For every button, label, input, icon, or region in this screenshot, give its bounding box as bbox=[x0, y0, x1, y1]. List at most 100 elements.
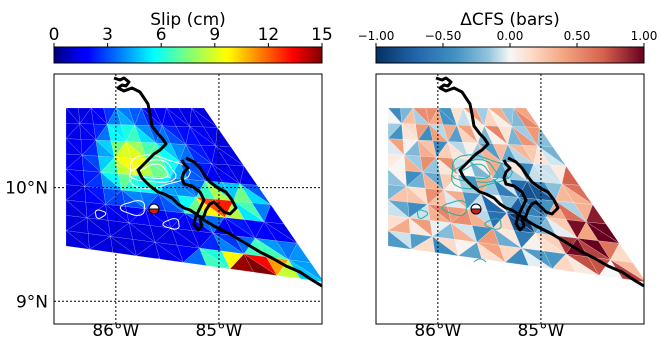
mesh-element bbox=[288, 259, 322, 281]
slip-map: 10°N 9°N 86°W 85°W bbox=[5, 73, 323, 341]
contour-line bbox=[484, 218, 502, 230]
lake-outline bbox=[180, 156, 238, 232]
colorbar-tick-label: 12 bbox=[258, 25, 280, 45]
contour-line bbox=[94, 209, 107, 219]
mesh-element bbox=[264, 221, 298, 244]
mesh-element bbox=[107, 220, 130, 237]
mesh-element bbox=[140, 142, 157, 160]
mesh-element bbox=[476, 241, 506, 263]
coastline bbox=[113, 76, 322, 288]
cfs-colorbar: ΔCFS (bars) −1.00 −0.50 0.00 0.50 1.00 bbox=[358, 10, 658, 64]
mesh-element bbox=[203, 126, 218, 147]
slip-fault-mesh bbox=[65, 107, 322, 282]
mesh-element bbox=[200, 144, 216, 165]
colorbar-tick-label: 0.00 bbox=[497, 29, 524, 43]
mesh-element bbox=[115, 107, 136, 126]
mesh-element bbox=[110, 236, 137, 257]
mesh-element bbox=[265, 256, 289, 276]
mesh-element bbox=[120, 124, 136, 143]
colorbar-tick-label: 3 bbox=[102, 25, 113, 45]
mesh-element bbox=[190, 107, 218, 128]
mesh-element bbox=[275, 240, 298, 261]
colorbar-tick-label: 6 bbox=[156, 25, 167, 45]
mesh-element bbox=[255, 238, 289, 260]
mesh-element bbox=[65, 186, 87, 203]
mesh-element bbox=[105, 203, 130, 224]
colorbar-tick-label: 0.50 bbox=[564, 29, 591, 43]
colorbar-tick-label: 0 bbox=[49, 25, 60, 45]
mesh-element bbox=[65, 169, 85, 187]
cfs-colorbar-ticks: −1.00 −0.50 0.00 0.50 1.00 bbox=[358, 29, 658, 47]
lake-outline bbox=[502, 156, 560, 232]
mesh-element bbox=[93, 123, 108, 141]
slip-gridlines bbox=[54, 74, 322, 324]
mesh-element bbox=[239, 183, 271, 205]
lon-tick-label: 85°W bbox=[195, 321, 242, 341]
mesh-element bbox=[80, 139, 97, 156]
mesh-element bbox=[165, 107, 190, 127]
mesh-element bbox=[229, 253, 254, 273]
slip-colorbar-bar bbox=[53, 46, 323, 64]
mesh-element bbox=[184, 212, 214, 234]
mesh-element bbox=[239, 183, 271, 205]
epicenter-beachball bbox=[470, 203, 482, 215]
slip-colorbar-ticks: 0 3 6 9 12 15 bbox=[49, 25, 333, 47]
mesh-element bbox=[215, 126, 232, 147]
mesh-element bbox=[83, 170, 102, 187]
contour-line bbox=[151, 258, 165, 263]
cfs-colorbar-title: ΔCFS (bars) bbox=[460, 10, 560, 30]
cfs-map-axes: 86°W 85°W bbox=[414, 321, 564, 341]
colorbar-tick-label: 1.00 bbox=[631, 29, 658, 43]
mesh-element bbox=[243, 219, 265, 239]
mesh-element bbox=[65, 138, 83, 156]
coastline bbox=[435, 76, 644, 288]
contour-line bbox=[441, 200, 468, 217]
mesh-element bbox=[114, 141, 131, 159]
mesh-element bbox=[243, 253, 278, 276]
colorbar-tick-label: −0.50 bbox=[425, 29, 462, 43]
lon-tick-label: 86°W bbox=[414, 321, 461, 341]
mesh-element bbox=[211, 145, 229, 166]
mesh-element bbox=[65, 199, 88, 219]
lon-tick-label: 86°W bbox=[92, 321, 139, 341]
mesh-element bbox=[191, 107, 218, 128]
mesh-element bbox=[103, 107, 117, 125]
mesh-element bbox=[233, 200, 265, 223]
contour-line bbox=[416, 209, 429, 219]
mesh-element bbox=[154, 241, 184, 263]
colorbar-tick-label: 9 bbox=[209, 25, 220, 45]
mesh-element bbox=[88, 236, 114, 253]
mesh-element bbox=[222, 182, 241, 202]
cfs-gridlines bbox=[437, 74, 644, 324]
mesh-element bbox=[65, 230, 91, 250]
mesh-element bbox=[224, 217, 256, 239]
contour-line bbox=[451, 159, 499, 183]
slip-map-axes: 10°N 9°N 86°W 85°W bbox=[5, 179, 242, 341]
mesh-element bbox=[90, 107, 108, 125]
lon-tick-label: 85°W bbox=[517, 321, 564, 341]
cfs-map-frame bbox=[375, 73, 645, 325]
slip-colorbar: Slip (cm) 0 3 6 9 12 15 bbox=[49, 10, 333, 64]
mesh-element bbox=[135, 241, 161, 260]
contour-line bbox=[473, 258, 487, 263]
mesh-element bbox=[166, 107, 191, 127]
cfs-colorbar-bar bbox=[375, 46, 645, 64]
slip-colorbar-title: Slip (cm) bbox=[150, 10, 226, 30]
mesh-element bbox=[565, 253, 600, 276]
contour-line bbox=[129, 159, 177, 183]
colorbar-tick-label: −1.00 bbox=[358, 29, 395, 43]
colorbar-tick-label: 15 bbox=[311, 25, 333, 45]
mesh-element bbox=[81, 154, 102, 173]
lat-tick-label: 9°N bbox=[16, 292, 48, 312]
contour-line bbox=[162, 218, 180, 230]
cfs-map: 86°W 85°W bbox=[375, 73, 645, 341]
contour-line bbox=[119, 200, 146, 217]
epicenter-beachball bbox=[148, 203, 160, 215]
slip-map-frame bbox=[53, 73, 323, 325]
mesh-element bbox=[178, 107, 192, 128]
mesh-element bbox=[144, 208, 172, 229]
mesh-element bbox=[102, 188, 123, 205]
mesh-element bbox=[153, 107, 167, 127]
mesh-element bbox=[110, 140, 127, 158]
